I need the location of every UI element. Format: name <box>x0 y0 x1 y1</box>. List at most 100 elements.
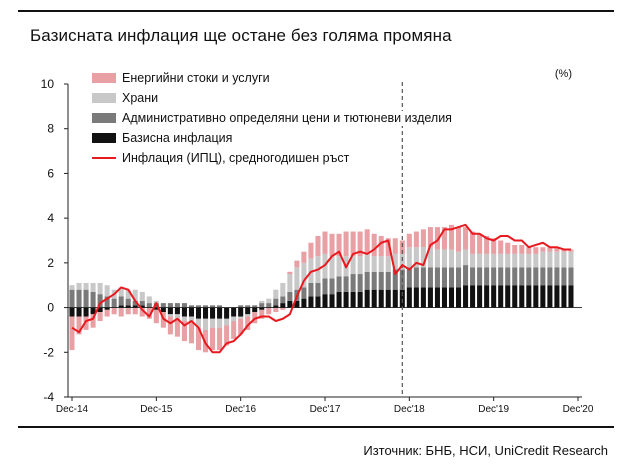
bar-admin <box>118 296 124 306</box>
bar-food <box>83 282 89 290</box>
bar-core <box>139 305 145 308</box>
bar-core <box>231 307 237 317</box>
bar-admin <box>217 305 223 308</box>
bar-food <box>505 253 511 268</box>
bar-core <box>547 285 553 308</box>
bar-food <box>273 289 279 299</box>
bar-core <box>350 291 356 308</box>
bar-energy <box>441 227 447 250</box>
bar-food <box>125 289 131 299</box>
bar-energy <box>118 307 124 317</box>
bar-core <box>406 287 412 308</box>
bar-energy <box>97 312 103 321</box>
bar-food <box>280 282 286 297</box>
bar-energy <box>90 314 96 328</box>
bar-food <box>512 253 518 268</box>
bar-energy <box>252 312 258 324</box>
legend-label-admin: Административно определяни цени и тютюне… <box>122 111 452 125</box>
bar-food <box>491 253 497 268</box>
bar-energy <box>427 227 433 248</box>
bar-admin <box>463 265 469 286</box>
bar-admin <box>287 291 293 301</box>
bar-energy <box>301 251 307 263</box>
bar-admin <box>448 267 455 288</box>
bar-core <box>104 307 110 310</box>
bar-admin <box>160 303 166 308</box>
legend-backing <box>88 111 456 126</box>
bar-core <box>385 289 391 308</box>
bar-core <box>533 285 539 308</box>
bar-food <box>210 318 216 328</box>
bar-core <box>484 285 490 308</box>
bar-energy <box>308 242 314 259</box>
bar-admin <box>238 305 244 308</box>
y-tick-label: 4 <box>47 211 54 225</box>
y-tick-label: 0 <box>47 301 54 315</box>
bar-admin <box>568 267 574 286</box>
bar-energy <box>364 229 370 254</box>
legend-label-energy: Енергийни стоки и услуги <box>122 71 270 85</box>
bar-admin <box>470 267 476 286</box>
bar-admin <box>477 267 483 286</box>
bar-admin <box>561 267 567 286</box>
bar-admin <box>266 303 272 308</box>
bars-layer <box>69 224 574 353</box>
bar-admin <box>69 289 75 308</box>
y-tick-label: 10 <box>41 77 55 91</box>
bar-energy <box>217 327 223 351</box>
bar-energy <box>484 236 490 254</box>
bar-food <box>104 285 110 297</box>
bar-food <box>470 253 476 268</box>
legend-swatch-core <box>92 133 116 143</box>
bar-energy <box>357 231 363 257</box>
bar-energy <box>76 316 82 335</box>
bar-food <box>90 282 96 292</box>
bar-admin <box>132 300 138 306</box>
bar-admin <box>329 278 335 295</box>
bar-admin <box>139 300 145 306</box>
bar-core <box>463 285 469 308</box>
bar-core <box>554 285 560 308</box>
bar-admin <box>456 267 462 288</box>
bar-food <box>385 256 391 272</box>
bar-core <box>160 307 166 313</box>
bar-energy <box>371 233 377 257</box>
bar-energy <box>413 231 419 248</box>
bar-core <box>301 298 307 308</box>
bar-admin <box>533 267 539 286</box>
bar-core <box>153 307 159 310</box>
x-tick-label: Dec'17 <box>310 404 341 415</box>
bar-admin <box>512 267 518 286</box>
bar-energy <box>378 236 384 257</box>
bar-core <box>273 305 279 308</box>
bar-core <box>252 307 258 313</box>
bar-admin <box>413 267 419 288</box>
bar-energy <box>315 236 321 257</box>
bar-energy <box>259 309 265 319</box>
bar-admin <box>76 289 82 308</box>
bar-core <box>336 291 342 308</box>
bar-food <box>561 251 567 268</box>
bar-energy <box>540 247 546 252</box>
bar-energy <box>69 316 75 351</box>
x-tick-label: Dec-14 <box>56 404 89 415</box>
bar-food <box>406 247 412 268</box>
bar-core <box>217 307 223 319</box>
bar-food <box>498 253 504 268</box>
bar-admin <box>441 267 447 288</box>
bar-energy <box>420 229 426 248</box>
bar-core <box>132 305 138 308</box>
bar-food <box>526 253 532 268</box>
bar-food <box>69 285 75 290</box>
bar-admin <box>104 296 110 308</box>
bar-core <box>477 285 483 308</box>
bar-core <box>505 285 511 308</box>
bar-admin <box>371 271 377 290</box>
bar-food <box>139 291 145 301</box>
bar-energy <box>448 224 455 250</box>
bar-energy <box>132 307 138 315</box>
bar-energy <box>266 307 272 315</box>
top-rule <box>18 10 614 12</box>
bar-admin <box>519 267 525 286</box>
bar-food <box>448 249 455 268</box>
